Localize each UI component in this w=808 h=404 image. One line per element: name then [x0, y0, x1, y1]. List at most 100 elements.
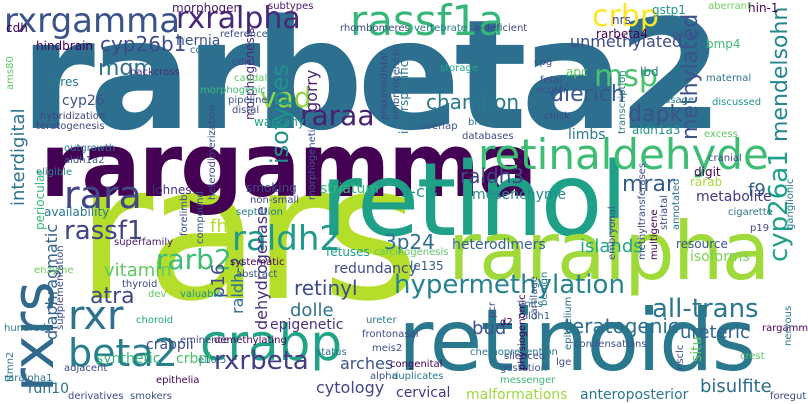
word-vad: vad	[260, 81, 312, 114]
word-pcr: pcr	[487, 302, 498, 318]
word-cdh1: cdh1	[232, 57, 257, 68]
word-carcinogenesis: carcinogenesis	[374, 247, 449, 258]
word-morphogenetic: morphogenetic	[307, 124, 318, 200]
word-fetal: fetal	[540, 75, 563, 86]
word-heterodimerization: heterodimerization	[207, 104, 218, 200]
word-distal: distal	[232, 105, 260, 116]
word-f9: f9	[748, 180, 766, 201]
word-branching: branching	[468, 117, 519, 128]
word-synthetic: synthetic	[96, 351, 161, 367]
word-crbpi: crbpi	[176, 351, 212, 367]
word-choroid: choroid	[136, 315, 174, 326]
word-discussed: discussed	[712, 97, 762, 108]
word-nrs: nrs	[612, 13, 631, 27]
word-frontonasal: frontonasal	[362, 329, 419, 340]
word-cpg: cpg	[534, 57, 553, 68]
word-chick: chick	[544, 111, 570, 122]
word-caudal: caudal	[234, 73, 268, 84]
word-chambon: chambon	[426, 90, 520, 114]
word-silenced: silenced	[504, 351, 546, 362]
word-reference: reference	[220, 29, 268, 40]
word-forelimb: forelimb	[179, 194, 190, 236]
word-eminence: eminence	[180, 335, 230, 346]
word-gestation: gestation	[500, 363, 547, 374]
word-availability: availability	[44, 205, 110, 219]
word-methyltransferases: methyltransferases	[637, 162, 648, 260]
word-hindbrain: hindbrain	[36, 39, 94, 53]
word-raldh3: raldh3	[460, 164, 525, 188]
word-hundreds: hundreds	[4, 323, 51, 334]
word-hybridization: hybridization	[40, 111, 106, 122]
word-anteroposterior: anteroposterior	[580, 387, 689, 403]
word-valuable: valuable	[180, 289, 223, 300]
word-rargamma2: rargamma2	[762, 323, 808, 334]
word-rxr: rxr	[68, 293, 124, 339]
word-rara: rara	[64, 173, 142, 217]
word-a-deficient: a-deficient	[474, 23, 528, 34]
word-meis2: meis2	[372, 343, 403, 354]
word-smoking: smoking	[246, 181, 297, 195]
word-redundancy: redundancy	[334, 261, 418, 277]
word-3p24: 3p24	[384, 230, 435, 254]
word-cervical: cervical	[396, 385, 451, 401]
word-rxrbeta: rxrbeta	[214, 346, 309, 376]
word-p19: p19	[750, 223, 770, 234]
word-abstract: abstract	[236, 269, 278, 280]
word-derivatives: derivatives	[68, 391, 124, 402]
word-epigenetic: epigenetic	[270, 317, 344, 333]
word-interdigital: interdigital	[8, 108, 29, 206]
word-rares: rares	[48, 75, 79, 89]
word-crest: crest	[740, 351, 765, 362]
word-ocular: ocular	[536, 85, 567, 96]
word-morphogenic: morphogenic	[200, 85, 266, 96]
word-proximodistal: proximodistal	[379, 52, 390, 120]
word-duplicates: duplicates	[392, 371, 444, 382]
word-rhombomeres: rhombomeres	[340, 23, 410, 34]
word-panel: panel	[672, 29, 700, 40]
word-retinaldehyde: retinaldehyde	[478, 130, 769, 179]
word-outgrowth: outgrowth	[64, 143, 116, 154]
word-epithelia: epithelia	[156, 375, 200, 386]
word-dev: dev	[148, 289, 167, 300]
word-raldh1: raldh1	[518, 311, 551, 322]
word-compound: compound	[195, 191, 206, 244]
word-apc: apc	[566, 65, 588, 79]
word-thyroid: thyroid	[122, 279, 158, 290]
word-ureter: ureter	[366, 315, 397, 326]
word-non-small: non-small	[250, 195, 300, 206]
word-isotypes: isotypes	[266, 64, 294, 164]
word-superfamily: superfamily	[114, 237, 174, 248]
word-ureteric: ureteric	[680, 322, 750, 343]
word-rars: rars	[76, 124, 420, 343]
word-usage: usage	[664, 95, 695, 106]
word-lge: lge	[556, 357, 572, 368]
word-pipeline: pipeline	[228, 95, 268, 106]
word-epithelium: epithelium	[563, 296, 574, 350]
word-e10.5: e10.5	[198, 355, 227, 366]
word-fetuses: fetuses	[326, 245, 370, 259]
word-rdh10: rdh10	[28, 381, 70, 397]
word-hypermethylation: hypermethylation	[394, 270, 625, 300]
word-subtypes: subtypes	[268, 1, 314, 12]
word-excess: excess	[704, 129, 738, 140]
word-crabpii: crabpii	[146, 337, 194, 353]
word-systematic: systematic	[230, 257, 285, 268]
word-resource: resource	[676, 237, 728, 251]
word-malformations: malformations	[466, 387, 568, 403]
word-embryonal: embryonal	[607, 206, 618, 260]
word-cyp26: cyp26	[62, 93, 105, 109]
word-rarb2: rarb2	[156, 243, 232, 276]
word-isoforms: isoforms	[690, 249, 750, 265]
word-rassf1: rassf1	[64, 216, 144, 246]
word-transcription: transcription	[617, 70, 628, 134]
word-aberrant: aberrant	[708, 1, 752, 12]
word-cigarette: cigarette	[728, 207, 773, 218]
word-mgmt: mgmt	[98, 56, 164, 81]
word-vitamin: vitamin	[104, 260, 172, 281]
word-cdnas: cdnas	[190, 45, 220, 56]
word-teratogenic: teratogenic	[564, 314, 679, 338]
word-overlap: overlap	[420, 121, 458, 132]
word-dapk: dapk	[628, 102, 683, 127]
word-mesenchyme: mesenchyme	[472, 187, 567, 203]
word-messenger: messenger	[500, 375, 556, 386]
